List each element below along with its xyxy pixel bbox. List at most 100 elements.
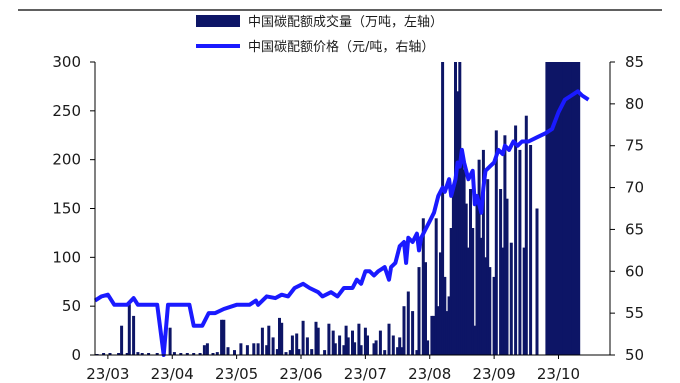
volume-bar — [426, 340, 430, 355]
axes: 0 50 100 150 200 250 300 50 55 60 65 70 75 80 85 23/03 2… — [52, 53, 644, 383]
volume-bar — [488, 267, 492, 355]
volume-bar — [391, 335, 395, 355]
volume-bar — [344, 325, 348, 355]
volume-bar — [462, 169, 466, 355]
volume-bar — [108, 353, 112, 355]
volume-bar — [136, 352, 140, 355]
volume-bar — [290, 335, 294, 355]
y-right-tick-label: 85 — [625, 53, 644, 71]
volume-bar — [323, 350, 327, 355]
volume-bar — [327, 323, 331, 355]
y-right-tick-label: 55 — [625, 304, 644, 322]
volume-bar — [125, 353, 129, 355]
volume-bar — [172, 352, 176, 355]
y-left-tick-label: 150 — [52, 200, 81, 218]
x-tick-label: 23/04 — [151, 365, 194, 383]
volume-bar — [411, 311, 415, 355]
volume-bar — [447, 296, 451, 355]
volume-bar — [260, 327, 264, 355]
volume-bar — [396, 347, 400, 355]
volume-bar — [132, 315, 136, 355]
volume-bar — [185, 353, 189, 355]
x-tick-label: 23/07 — [344, 365, 387, 383]
volume-bar — [192, 353, 196, 355]
price-line — [93, 89, 590, 357]
y-left-tick-label: 250 — [52, 102, 81, 120]
volume-bar — [387, 323, 391, 355]
volume-bar — [256, 343, 260, 355]
volume-bar — [357, 323, 361, 355]
volume-bar — [486, 179, 490, 355]
volume-bar — [406, 291, 410, 355]
volume-bar — [434, 218, 438, 355]
volume-bar — [445, 311, 449, 355]
x-tick-label: 23/06 — [279, 365, 322, 383]
volume-bar — [509, 242, 513, 355]
y-right-tick-label: 60 — [625, 262, 644, 280]
volume-bar — [226, 347, 230, 355]
volume-bar — [469, 189, 472, 355]
volume-bar — [278, 317, 281, 355]
volume-bar — [451, 189, 455, 355]
volume-bar — [443, 276, 447, 355]
volume-bar — [140, 353, 144, 355]
volume-bar — [316, 327, 320, 355]
y-right-tick-label: 80 — [625, 95, 644, 113]
volume-bar — [505, 198, 509, 355]
volume-bar — [460, 159, 464, 355]
volume-bar — [280, 322, 284, 355]
volume-bar — [383, 350, 387, 355]
volume-bar — [233, 350, 236, 355]
volume-bar — [155, 353, 159, 355]
y-left-tick-label: 200 — [52, 151, 81, 169]
volume-bar — [545, 62, 555, 355]
volume-bar — [314, 321, 318, 355]
plot-area — [93, 62, 590, 357]
volume-bar — [449, 228, 453, 355]
volume-bar — [424, 262, 427, 355]
volume-bar — [481, 149, 485, 355]
volume-bar — [265, 345, 269, 355]
volume-bar — [363, 327, 367, 355]
volume-bar — [479, 237, 483, 355]
volume-bar — [374, 340, 378, 355]
volume-bar — [522, 247, 526, 355]
volume-bar — [529, 145, 533, 355]
volume-bar — [245, 345, 249, 355]
volume-bar — [372, 343, 376, 355]
volume-bar — [179, 353, 183, 355]
y-left-tick-label: 300 — [52, 53, 81, 71]
volume-bar — [331, 330, 335, 355]
volume-bar — [342, 345, 346, 355]
volume-bar — [117, 353, 121, 355]
volume-bar — [475, 198, 479, 355]
volume-bar — [421, 218, 425, 355]
volume-bar — [353, 342, 357, 355]
volume-bar — [359, 345, 363, 355]
volume-bar — [501, 247, 505, 355]
volume-bar — [562, 62, 572, 355]
legend-label-volume: 中国碳配额成交量（万吨，左轴） — [248, 14, 443, 30]
volume-bar — [120, 325, 124, 355]
volume-bar — [436, 306, 440, 355]
volume-bar — [275, 349, 279, 355]
volume-bar — [252, 343, 256, 355]
volume-bar — [168, 327, 172, 355]
y-left-tick-label: 0 — [71, 346, 81, 364]
volume-bar — [441, 62, 445, 355]
volume-bar — [346, 337, 350, 355]
volume-bar — [417, 267, 421, 355]
volume-bar — [456, 91, 460, 356]
volume-bar — [439, 252, 442, 355]
volume-bar — [215, 352, 219, 355]
volume-bar — [271, 337, 275, 355]
volume-bar — [333, 343, 337, 355]
volume-bar — [471, 228, 475, 355]
y-left-tick-label: 100 — [52, 248, 81, 266]
x-tick-label: 23/10 — [537, 365, 580, 383]
volume-bar — [499, 189, 503, 355]
volume-bar — [301, 320, 305, 355]
volume-bar — [288, 350, 292, 355]
y-right-tick-label: 70 — [625, 179, 644, 197]
